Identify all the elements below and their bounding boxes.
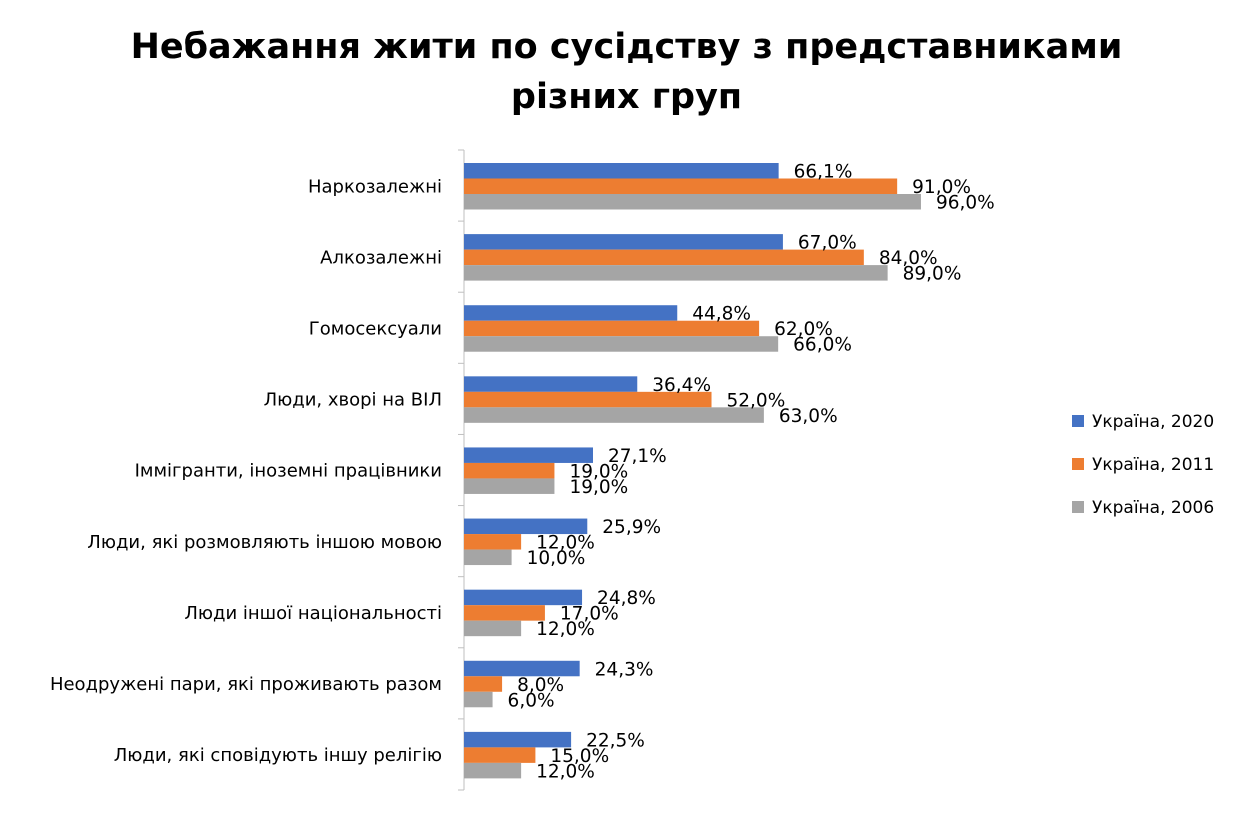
data-label: 24,8% [597,588,656,609]
legend-label: Україна, 2020 [1092,412,1214,432]
category-label: Люди, хворі на ВІЛ [264,390,442,411]
data-label: 66,1% [794,162,853,183]
data-label: 6,0% [508,690,555,711]
data-label: 15,0% [550,746,609,767]
data-label: 27,1% [608,446,667,467]
bar [464,691,493,708]
data-label: 24,3% [595,659,654,680]
category-label: Неодружені пари, які проживають разом [50,674,442,695]
bar [464,447,593,463]
bar [464,660,580,677]
data-label: 22,5% [586,730,645,751]
data-label: 66,0% [793,335,852,356]
legend-swatch [1072,458,1084,470]
bar [464,605,545,621]
category-label: Іммігранти, іноземні працівники [135,461,442,482]
legend-swatch [1072,415,1084,427]
category-label: Люди, які розмовляють іншою мовою [87,532,442,553]
category-label: Люди, які сповідують іншу релігію [114,745,442,766]
bar [464,249,864,266]
data-label: 91,0% [912,177,971,198]
data-label: 25,9% [602,517,661,538]
bar [464,549,512,566]
bar [464,534,522,550]
bar [464,376,638,392]
axis-layer [458,149,465,791]
bar [464,407,764,423]
category-label: Гомосексуали [309,318,442,339]
data-label: 67,0% [798,233,857,254]
data-label: 52,0% [727,390,786,411]
bar [464,620,522,637]
bar [464,589,583,606]
bar [464,336,779,352]
bar [464,305,678,321]
bar [464,320,760,337]
bar [464,234,783,250]
bar [464,178,898,194]
data-label: 10,0% [527,548,586,569]
chart-title: Небажання жити по сусідству з представни… [0,22,1253,122]
bar [464,762,522,779]
data-label: 12,0% [536,533,595,554]
bar [464,676,503,692]
bars-layer [464,163,921,779]
legend: Україна, 2020 Україна, 2011 Україна, 2006 [1072,412,1214,518]
legend-label: Україна, 2006 [1092,498,1214,518]
data-label: 62,0% [774,319,833,340]
category-label: Люди іншої національності [184,603,442,624]
data-label: 19,0% [569,461,628,482]
category-label: Наркозалежні [308,176,442,197]
legend-label: Україна, 2011 [1092,455,1214,475]
bar [464,478,555,494]
bar [464,731,572,748]
data-label: 12,0% [536,619,595,640]
bar [464,747,536,763]
data-label: 44,8% [692,304,751,325]
bar [464,391,712,408]
data-label: 84,0% [879,248,938,269]
data-label: 8,0% [517,675,564,696]
data-label: 89,0% [903,264,962,285]
bar [464,462,555,479]
data-label: 63,0% [779,406,838,427]
labels-layer: Наркозалежні 66,1% 91,0%96,0% Алкозалежні 67… [50,162,995,783]
data-label: 96,0% [936,193,995,214]
bar [464,163,779,179]
chart-title-line-2: різних груп [510,77,743,117]
legend-swatch [1072,501,1084,513]
data-label: 36,4% [652,375,711,396]
bar [464,194,921,210]
bar [464,265,888,281]
bar [464,518,588,535]
data-label: 17,0% [560,604,619,625]
chart-title-line-1: Небажання жити по сусідству з представни… [130,27,1123,67]
category-label: Алкозалежні [320,247,442,268]
data-label: 12,0% [536,761,595,782]
data-label: 19,0% [569,477,628,498]
